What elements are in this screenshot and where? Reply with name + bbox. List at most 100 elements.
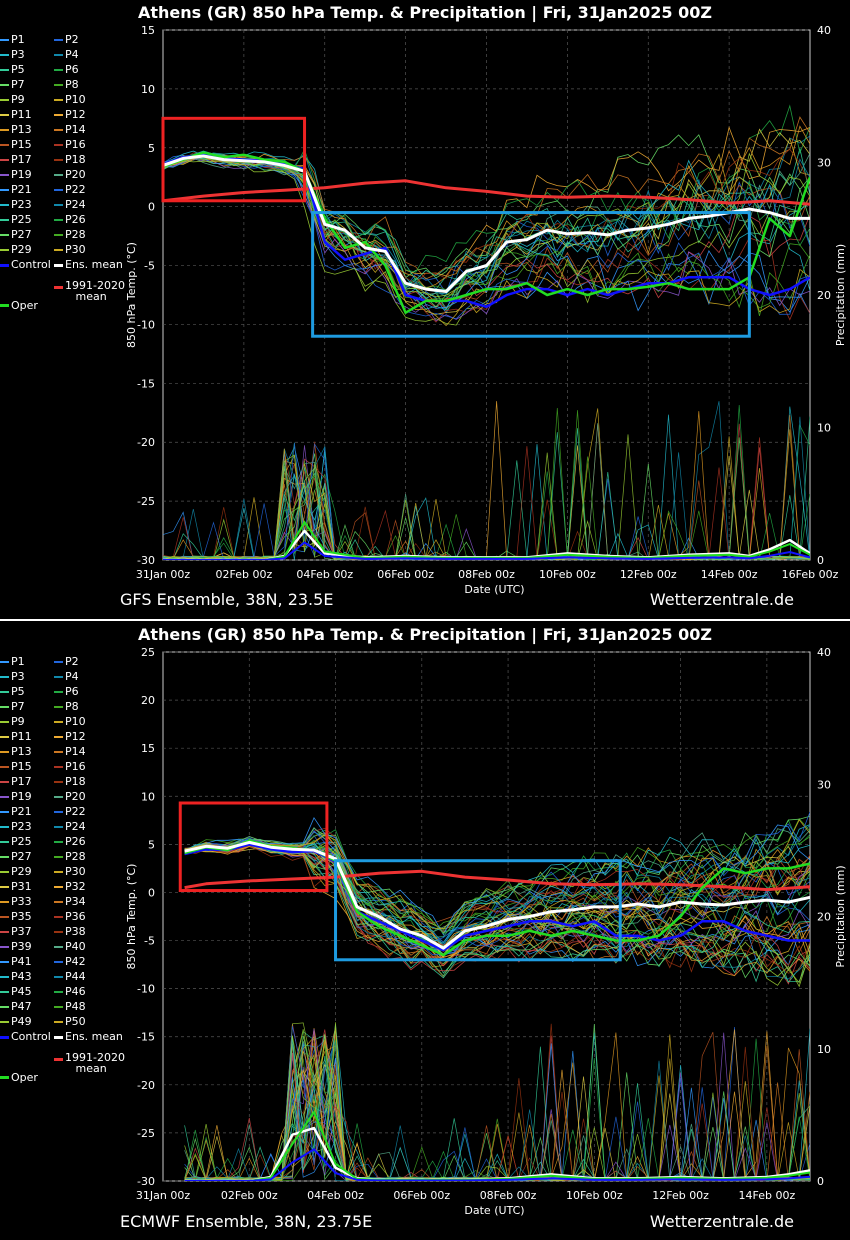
legend-label: P8 (65, 78, 79, 91)
legend-swatch (54, 159, 63, 161)
legend-swatch (0, 69, 9, 71)
legend-label: P30 (65, 243, 86, 256)
legend-entry: P47 (0, 999, 32, 1014)
legend-entry: P45 (0, 984, 32, 999)
legend-label: P22 (65, 805, 86, 818)
y-tick-label: 5 (148, 838, 155, 851)
legend-label: P9 (11, 93, 25, 106)
legend-label: P14 (65, 745, 86, 758)
x-tick-label: 12Feb 00z (652, 1189, 709, 1202)
legend-entry: P17 (0, 774, 32, 789)
legend-entry: P27 (0, 227, 32, 242)
legend-entry: P23 (0, 819, 32, 834)
member-precip-line (184, 1034, 810, 1181)
legend-entry: P8 (54, 77, 79, 92)
legend-entry: P5 (0, 684, 25, 699)
series-ens-mean (163, 154, 810, 293)
chart-top: 15 10 5 0 -5 -10 -15 -20 -25 -30 40 30 20 10 0 31Jan 00… (125, 24, 847, 596)
legend-swatch (54, 1035, 63, 1039)
x-tick-label: 02Feb 00z (216, 568, 273, 581)
legend-swatch (54, 263, 63, 267)
legend-swatch (0, 961, 9, 963)
legend-entry: P31 (0, 879, 32, 894)
legend-swatch (54, 174, 63, 176)
member-precip-line (184, 1022, 810, 1181)
x-axis-label: Date (UTC) (464, 1204, 524, 1217)
legend-entry: P2 (54, 654, 79, 669)
x-tick-label: 10Feb 00z (566, 1189, 623, 1202)
legend-label: P27 (11, 850, 32, 863)
legend-entry: P33 (0, 894, 32, 909)
x-tick-label: 02Feb 00z (221, 1189, 278, 1202)
x-tick-label: 06Feb 00z (377, 568, 434, 581)
y2-tick-label: 30 (817, 778, 831, 791)
legend-entry: P12 (54, 729, 86, 744)
x-tick-label: 08Feb 00z (480, 1189, 537, 1202)
legend-label: P45 (11, 985, 32, 998)
legend-swatch (0, 901, 9, 903)
legend-label: P29 (11, 243, 32, 256)
y-tick-label: -15 (137, 377, 155, 390)
y-tick-label: 0 (148, 886, 155, 899)
series-control (184, 843, 810, 952)
legend-entry: P15 (0, 759, 32, 774)
legend-label: P25 (11, 213, 32, 226)
legend-entry: P7 (0, 699, 25, 714)
legend-swatch (0, 129, 9, 131)
x-tick-label: 12Feb 00z (620, 568, 677, 581)
legend-swatch (0, 159, 9, 161)
y2-tick-label: 0 (817, 554, 824, 567)
legend-entry-special: Control (0, 1029, 51, 1044)
legend-swatch (54, 751, 63, 753)
legend-swatch (0, 234, 9, 236)
legend-entry: P30 (54, 864, 86, 879)
legend-entry: P19 (0, 167, 32, 182)
legend-entry: P21 (0, 182, 32, 197)
legend-entry: P9 (0, 92, 25, 107)
member-line (184, 845, 810, 968)
legend-label: P2 (65, 655, 79, 668)
legend-label: P25 (11, 835, 32, 848)
legend-entry: P12 (54, 107, 86, 122)
member-line (163, 151, 810, 326)
legend-entry: P15 (0, 137, 32, 152)
legend-swatch (54, 871, 63, 873)
y-tick-label: -20 (137, 436, 155, 449)
member-line (184, 845, 810, 958)
legend-entry: P1 (0, 654, 25, 669)
legend-swatch (54, 1058, 63, 1061)
legend-label: P20 (65, 168, 86, 181)
legend-label: P4 (65, 48, 79, 61)
chart-title-top: Athens (GR) 850 hPa Temp. & Precipitatio… (138, 3, 712, 22)
legend-entry-special: 1991-2020 mean (54, 1052, 125, 1074)
legend-swatch (54, 69, 63, 71)
legend-entry: P48 (54, 999, 86, 1014)
y-tick-label: -5 (144, 935, 155, 948)
legend-entry: P22 (54, 182, 86, 197)
member-precip-line (184, 1035, 810, 1181)
legend-swatch (54, 691, 63, 693)
legend-entry: P29 (0, 864, 32, 879)
legend-swatch (54, 249, 63, 251)
legend-label: P33 (11, 895, 32, 908)
legend-entry: P37 (0, 924, 32, 939)
legend-swatch (0, 99, 9, 101)
legend-entry: P3 (0, 669, 25, 684)
legend-swatch (54, 99, 63, 101)
legend-entry: P3 (0, 47, 25, 62)
legend-label: Control (11, 1030, 51, 1043)
legend-entry: P38 (54, 924, 86, 939)
legend-entry-special: Control (0, 257, 51, 272)
legend-entry: P11 (0, 729, 32, 744)
legend-label: P23 (11, 820, 32, 833)
legend-entry: P20 (54, 167, 86, 182)
legend-entry: P4 (54, 669, 79, 684)
legend-entry: P28 (54, 227, 86, 242)
legend-label: P27 (11, 228, 32, 241)
member-precip-line (184, 1032, 810, 1181)
legend-label: P5 (11, 63, 25, 76)
legend-label: Control (11, 258, 51, 271)
y-tick-label: 5 (148, 142, 155, 155)
legend-entry: P10 (54, 92, 86, 107)
legend-swatch (54, 706, 63, 708)
